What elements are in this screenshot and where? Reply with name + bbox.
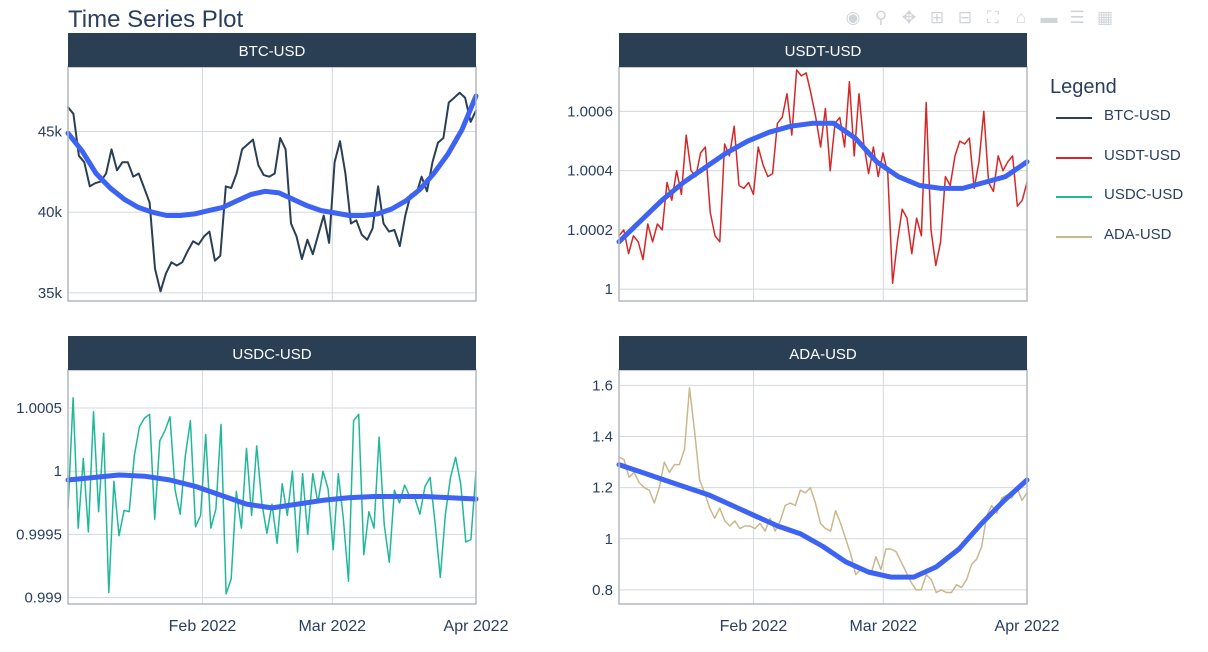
x-tick-label: Mar 2022 <box>849 618 917 635</box>
subplot-header <box>68 33 476 67</box>
legend-label: ADA-USD <box>1104 225 1172 243</box>
y-tick-label: 45k <box>38 124 63 141</box>
y-tick-label: 1.2 <box>592 480 613 497</box>
subplot-title: USDT-USD <box>785 43 862 60</box>
y-tick-label: 1.0005 <box>16 400 62 417</box>
trend-line <box>65 93 479 218</box>
legend-item-btc[interactable]: BTC-USD <box>1050 107 1183 147</box>
subplot-header <box>619 33 1027 67</box>
zoom-icon[interactable]: ⚲ <box>874 7 888 27</box>
y-tick-label: 0.9995 <box>16 526 62 543</box>
zoom-out-icon[interactable]: ⊟ <box>957 7 973 27</box>
legend-label: USDC-USD <box>1104 186 1184 203</box>
legend-label: BTC-USD <box>1104 107 1171 124</box>
y-tick-label: 1.0004 <box>567 163 613 180</box>
y-tick-label: 1 <box>605 531 613 548</box>
pan-icon[interactable]: ✥ <box>901 7 917 27</box>
y-tick-label: 1.0002 <box>567 222 613 239</box>
legend-label: USDT-USD <box>1104 146 1181 164</box>
legend-swatch <box>1056 196 1092 198</box>
hover-compare-icon[interactable]: ☰ <box>1069 7 1085 27</box>
x-tick-label: Mar 2022 <box>298 618 366 635</box>
trend-line <box>616 120 1030 245</box>
series-line <box>67 397 477 595</box>
legend-title: Legend <box>1050 76 1117 98</box>
legend-item-usdt[interactable]: USDT-USD <box>1050 147 1183 187</box>
trend-line <box>616 462 1030 580</box>
subplot-header <box>68 336 476 370</box>
zoom-in-icon[interactable]: ⊞ <box>929 7 945 27</box>
trend-line <box>65 472 479 511</box>
y-tick-label: 1.0006 <box>567 103 613 120</box>
y-tick-label: 1.6 <box>592 377 613 394</box>
plot-area <box>619 67 1027 301</box>
modebar: ◉ ⚲ ✥ ⊞ ⊟ ⛶ ⌂ ▬ ☰ ▦ <box>842 6 1116 28</box>
series-line <box>67 91 477 293</box>
subplot-title: ADA-USD <box>789 346 857 363</box>
reset-axes-icon[interactable]: ⌂ <box>1015 7 1027 27</box>
legend-swatch <box>1056 117 1092 119</box>
plot-area <box>68 67 476 301</box>
legend: Legend BTC-USD USDT-USD USDC-USD ADA-USD <box>1050 76 1183 265</box>
legend-swatch <box>1056 235 1092 238</box>
subplot-title: BTC-USD <box>239 43 306 60</box>
legend-swatch <box>1056 156 1092 159</box>
y-tick-label: 0.8 <box>592 582 613 599</box>
x-tick-label: Feb 2022 <box>169 618 237 635</box>
y-tick-label: 35k <box>38 285 63 302</box>
page-title: Time Series Plot <box>68 6 244 33</box>
legend-item-usdc[interactable]: USDC-USD <box>1050 186 1183 226</box>
y-tick-label: 1.4 <box>592 428 613 445</box>
y-tick-label: 0.999 <box>24 590 62 607</box>
y-tick-label: 1 <box>605 281 613 298</box>
autoscale-icon[interactable]: ⛶ <box>987 7 999 27</box>
legend-item-ada[interactable]: ADA-USD <box>1050 226 1183 266</box>
y-tick-label: 1 <box>54 463 62 480</box>
subplot-title: USDC-USD <box>232 346 311 363</box>
series-line <box>618 387 1028 594</box>
plotly-logo-icon[interactable]: ▦ <box>1096 7 1114 27</box>
x-tick-label: Apr 2022 <box>444 618 509 635</box>
plot-area <box>68 370 476 604</box>
hover-closest-icon[interactable]: ▬ <box>1040 7 1058 27</box>
subplot-header <box>619 336 1027 370</box>
camera-icon[interactable]: ◉ <box>845 7 861 27</box>
x-tick-label: Apr 2022 <box>995 618 1060 635</box>
series-line <box>618 69 1028 284</box>
y-tick-label: 40k <box>38 204 63 221</box>
x-tick-label: Feb 2022 <box>720 618 788 635</box>
